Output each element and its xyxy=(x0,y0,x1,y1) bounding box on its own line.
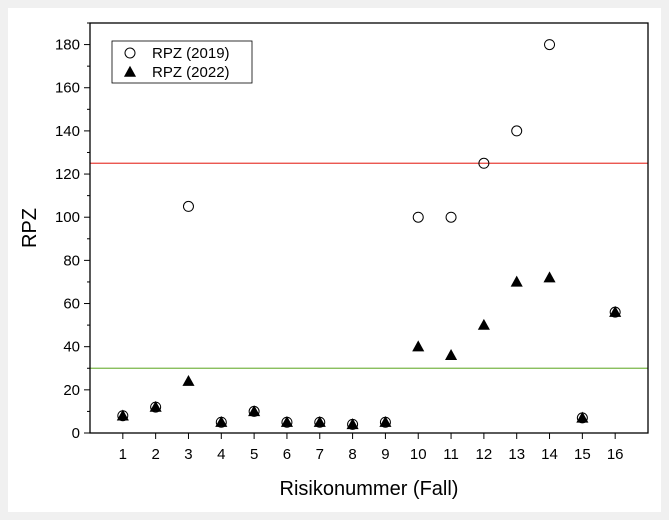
point-2022 xyxy=(346,418,359,430)
legend-item-rpz-2019: RPZ (2019) xyxy=(124,45,230,62)
x-tick-label: 3 xyxy=(184,446,192,463)
y-tick-label: 20 xyxy=(63,382,80,399)
y-tick-label: 80 xyxy=(63,252,80,269)
legend-label-2019: RPZ (2019) xyxy=(152,45,230,62)
data-marks xyxy=(116,39,622,430)
reference-lines xyxy=(90,162,648,369)
y-tick-label: 180 xyxy=(55,37,80,54)
x-tick-label: 11 xyxy=(443,446,459,463)
point-2019 xyxy=(544,39,556,51)
point-2019 xyxy=(248,405,260,417)
y-axis: 0 20 40 60 80 100 120 140 160 180 xyxy=(55,22,90,442)
scatter-chart: 1 2 3 4 5 6 7 8 9 10 11 12 13 14 15 16 0204060801001201… xyxy=(19,22,649,500)
point-2019 xyxy=(314,416,326,428)
point-2022 xyxy=(313,415,326,427)
point-2022 xyxy=(576,411,589,423)
point-2022 xyxy=(248,405,261,417)
point-2019 xyxy=(511,125,523,137)
legend: RPZ (2019) RPZ (2022) xyxy=(111,40,253,84)
x-tick-label: 7 xyxy=(316,446,324,463)
x-axis: 1 2 3 4 5 6 7 8 9 10 11 12 13 14 15 16 xyxy=(119,433,624,463)
point-2022 xyxy=(280,415,293,427)
point-2022 xyxy=(412,340,425,352)
x-tick-label: 8 xyxy=(348,446,356,463)
y-tick-label: 160 xyxy=(55,80,80,97)
y-tick-label: 140 xyxy=(55,123,80,140)
legend-marker-triangle xyxy=(123,65,137,77)
x-tick-label: 15 xyxy=(574,446,591,463)
legend-marker-circle xyxy=(124,47,136,59)
y-tick-label: 100 xyxy=(55,209,80,226)
x-tick-label: 14 xyxy=(541,446,558,463)
plot-area-frame xyxy=(89,22,649,434)
legend-label-2022: RPZ (2022) xyxy=(152,64,230,81)
x-tick-label: 10 xyxy=(410,446,427,463)
point-2019 xyxy=(412,211,424,223)
x-tick-label: 2 xyxy=(151,446,159,463)
point-2022 xyxy=(379,415,392,427)
point-2022 xyxy=(477,318,490,330)
point-2022 xyxy=(149,400,162,412)
x-tick-label: 9 xyxy=(381,446,389,463)
point-2019 xyxy=(576,412,588,424)
x-tick-label: 6 xyxy=(283,446,291,463)
point-2022 xyxy=(445,349,458,361)
chart-frame: 1 2 3 4 5 6 7 8 9 10 11 12 13 14 15 16 0 20 40 60 80 100 120 1… xyxy=(8,8,661,512)
point-2019 xyxy=(281,416,293,428)
x-tick-label: 1 xyxy=(119,446,127,463)
point-2019 xyxy=(609,306,621,318)
point-2019 xyxy=(117,410,129,422)
x-axis-title: Risikonummer (Fall) xyxy=(280,478,459,500)
x-tick-label: 13 xyxy=(508,446,525,463)
y-tick-label: 0 xyxy=(72,425,80,442)
y-tick-label: 120 xyxy=(55,166,80,183)
legend-item-rpz-2022: RPZ (2022) xyxy=(123,64,230,81)
point-2019 xyxy=(478,157,490,169)
x-tick-label: 16 xyxy=(607,446,624,463)
point-2022 xyxy=(510,275,523,287)
y-tick-label: 60 xyxy=(63,296,80,313)
point-2022 xyxy=(116,409,129,421)
point-2019 xyxy=(445,211,457,223)
x-tick-label: 12 xyxy=(476,446,493,463)
point-2022 xyxy=(609,305,622,317)
y-tick-label: 40 xyxy=(63,339,80,356)
point-2019 xyxy=(215,416,227,428)
x-tick-label: 4 xyxy=(217,446,225,463)
point-2019 xyxy=(150,401,162,413)
point-2019 xyxy=(379,416,391,428)
point-2019 xyxy=(182,200,194,212)
point-2022 xyxy=(182,374,195,386)
point-2019 xyxy=(347,418,359,430)
y-axis-title: RPZ xyxy=(19,208,41,248)
point-2022 xyxy=(543,271,556,283)
x-tick-label: 5 xyxy=(250,446,258,463)
point-2022 xyxy=(215,415,228,427)
